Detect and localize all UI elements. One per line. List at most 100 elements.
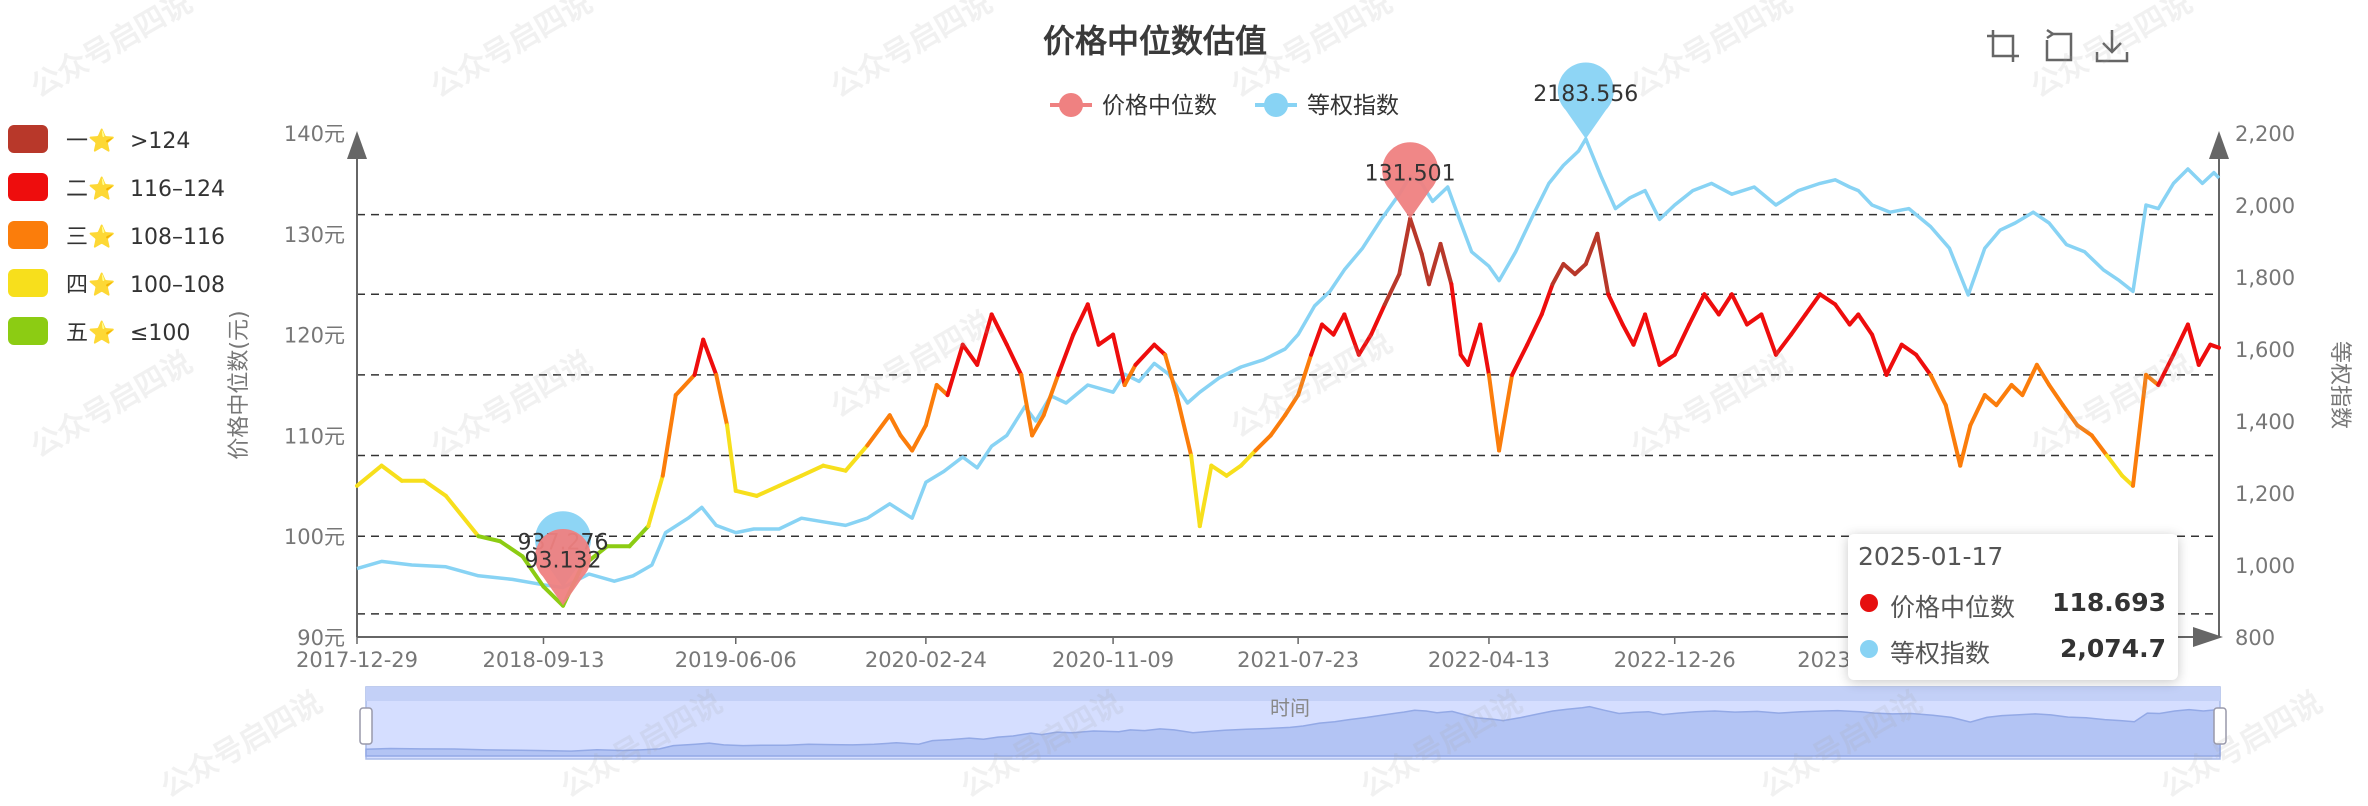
grade-swatch (8, 173, 48, 201)
median-price-segment (1197, 463, 1214, 529)
median-price-segment (1657, 352, 1677, 367)
median-price-segment (725, 423, 738, 493)
grade-swatch (8, 125, 48, 153)
median-price-segment (1561, 262, 1577, 277)
grade-range: >124 (130, 129, 190, 154)
y-right-tick-label: 2,000 (2235, 194, 2295, 218)
median-price-segment (1122, 362, 1138, 387)
median-price-segment (1914, 352, 1933, 377)
median-price-segment (1224, 463, 1244, 478)
median-price-segment (2047, 383, 2065, 408)
median-price-segment (960, 342, 980, 367)
median-price-segment (1702, 292, 1721, 317)
median-price-segment (2143, 372, 2161, 387)
grade-label: 四⭐ (66, 272, 115, 298)
x-tick-label: 2022-12-26 (1614, 648, 1736, 672)
median-price-segment (443, 493, 481, 539)
median-price-segment (910, 423, 928, 453)
grade-legend: 一⭐ >124 二⭐ 116–124 三⭐ 108–116 四⭐ 100–108 五⭐ ≤100 (8, 125, 225, 346)
median-price-segment (1478, 322, 1491, 377)
median-price-segment (989, 312, 1009, 347)
median-price-segment (1382, 272, 1402, 307)
grade-range: 100–108 (130, 273, 225, 298)
median-price-segment (1510, 342, 1530, 377)
median-price-segment (1253, 433, 1273, 453)
x-axis-label: 时间 (1270, 696, 1310, 720)
zoom-top-bar (366, 687, 2220, 701)
y-right-tick-label: 1,400 (2235, 410, 2295, 434)
tooltip-date: 2025-01-17 (1858, 542, 2004, 571)
grade-range: 108–116 (130, 225, 225, 250)
median-price-segment (1133, 342, 1157, 367)
marker-label: 93.132 (525, 548, 602, 573)
median-price-segment (2089, 433, 2109, 458)
data-zoom-slider[interactable] (359, 686, 2227, 760)
y-left-tick-label: 140元 (284, 122, 345, 146)
restore-icon[interactable] (2039, 26, 2079, 66)
zoom-handle-right[interactable] (2213, 707, 2227, 745)
median-price-segment (476, 534, 503, 544)
median-price-segment (1283, 393, 1301, 418)
y-axis-left-label: 价格中位数(元) (227, 310, 252, 459)
median-price-segment (1004, 342, 1024, 377)
y-right-tick-label: 1,200 (2235, 482, 2295, 506)
median-price-segment (660, 393, 678, 478)
y-axis-right-label: 等权指数 (2327, 341, 2352, 429)
median-price-segment (865, 413, 892, 448)
y-left-tick-label: 90元 (297, 626, 345, 650)
median-price-segment (1189, 453, 1202, 529)
median-price-segment (1111, 332, 1127, 387)
median-price-segment (1847, 312, 1861, 327)
median-price-segment (1818, 292, 1838, 307)
median-price-segment (1870, 332, 1889, 377)
zoom-handle-left[interactable] (359, 707, 373, 745)
median-price-segment (701, 337, 719, 377)
median-price-segment (1030, 413, 1046, 438)
grade-swatch (8, 317, 48, 345)
tooltip-series-name: 等权指数 (1890, 639, 1991, 668)
median-price-segment (646, 473, 665, 529)
median-price-segment (1296, 352, 1314, 398)
median-price-segment (2009, 383, 2025, 398)
grade-swatch (8, 269, 48, 297)
median-price-segment (1606, 292, 1625, 327)
y-axis-right-arrow-icon (2209, 131, 2229, 159)
median-price-segment (541, 584, 566, 608)
download-icon[interactable] (2092, 26, 2132, 66)
crop-icon[interactable] (1983, 26, 2023, 66)
median-price-segment (1729, 292, 1749, 327)
median-price-segment (1369, 302, 1387, 337)
median-price-segment (1943, 403, 1963, 468)
median-price-segment (1041, 372, 1061, 418)
x-tick-label: 2017-12-29 (296, 648, 418, 672)
median-price-segment (1856, 312, 1875, 337)
zoom-preview-area (365, 705, 2221, 757)
tooltip-series-name: 价格中位数 (1890, 593, 2016, 622)
median-price-segment (2208, 342, 2221, 350)
median-price-segment (692, 337, 706, 377)
series-lines (355, 137, 2221, 608)
legend-dot-icon (1264, 93, 1288, 117)
median-price-segment (1342, 312, 1361, 357)
median-price-segment (2075, 423, 2094, 438)
median-price-segment (1716, 292, 1734, 317)
median-price-segment (1174, 393, 1194, 458)
median-price-segment (2171, 322, 2190, 357)
median-price-segment (1056, 332, 1076, 377)
median-price-segment (379, 463, 404, 483)
median-price-segment (923, 383, 939, 428)
median-price-segment (1356, 332, 1374, 357)
marker-pin-icon (535, 529, 592, 606)
median-price-segment (1309, 322, 1324, 357)
median-price-segment (1486, 372, 1502, 453)
median-price-segment (1163, 352, 1179, 398)
median-price-segment (1994, 383, 2014, 408)
tooltip-dot-icon (1860, 640, 1878, 658)
median-price-segment (1268, 413, 1288, 438)
median-price-segment (673, 372, 697, 398)
median-price-segment (1408, 216, 1424, 256)
x-tick-label: 2019-06-06 (675, 648, 797, 672)
median-price-segment (777, 473, 804, 488)
